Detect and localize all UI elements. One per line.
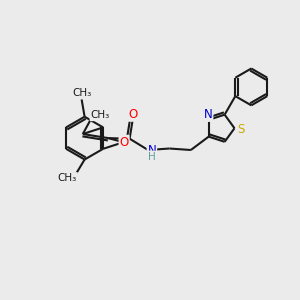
Text: CH₃: CH₃ [72, 88, 91, 98]
Text: O: O [129, 108, 138, 121]
Text: N: N [204, 108, 212, 121]
Text: H: H [148, 152, 156, 161]
Text: N: N [148, 144, 156, 157]
Text: CH₃: CH₃ [58, 173, 77, 183]
Text: S: S [237, 123, 244, 136]
Text: CH₃: CH₃ [90, 110, 110, 120]
Text: O: O [119, 136, 129, 149]
